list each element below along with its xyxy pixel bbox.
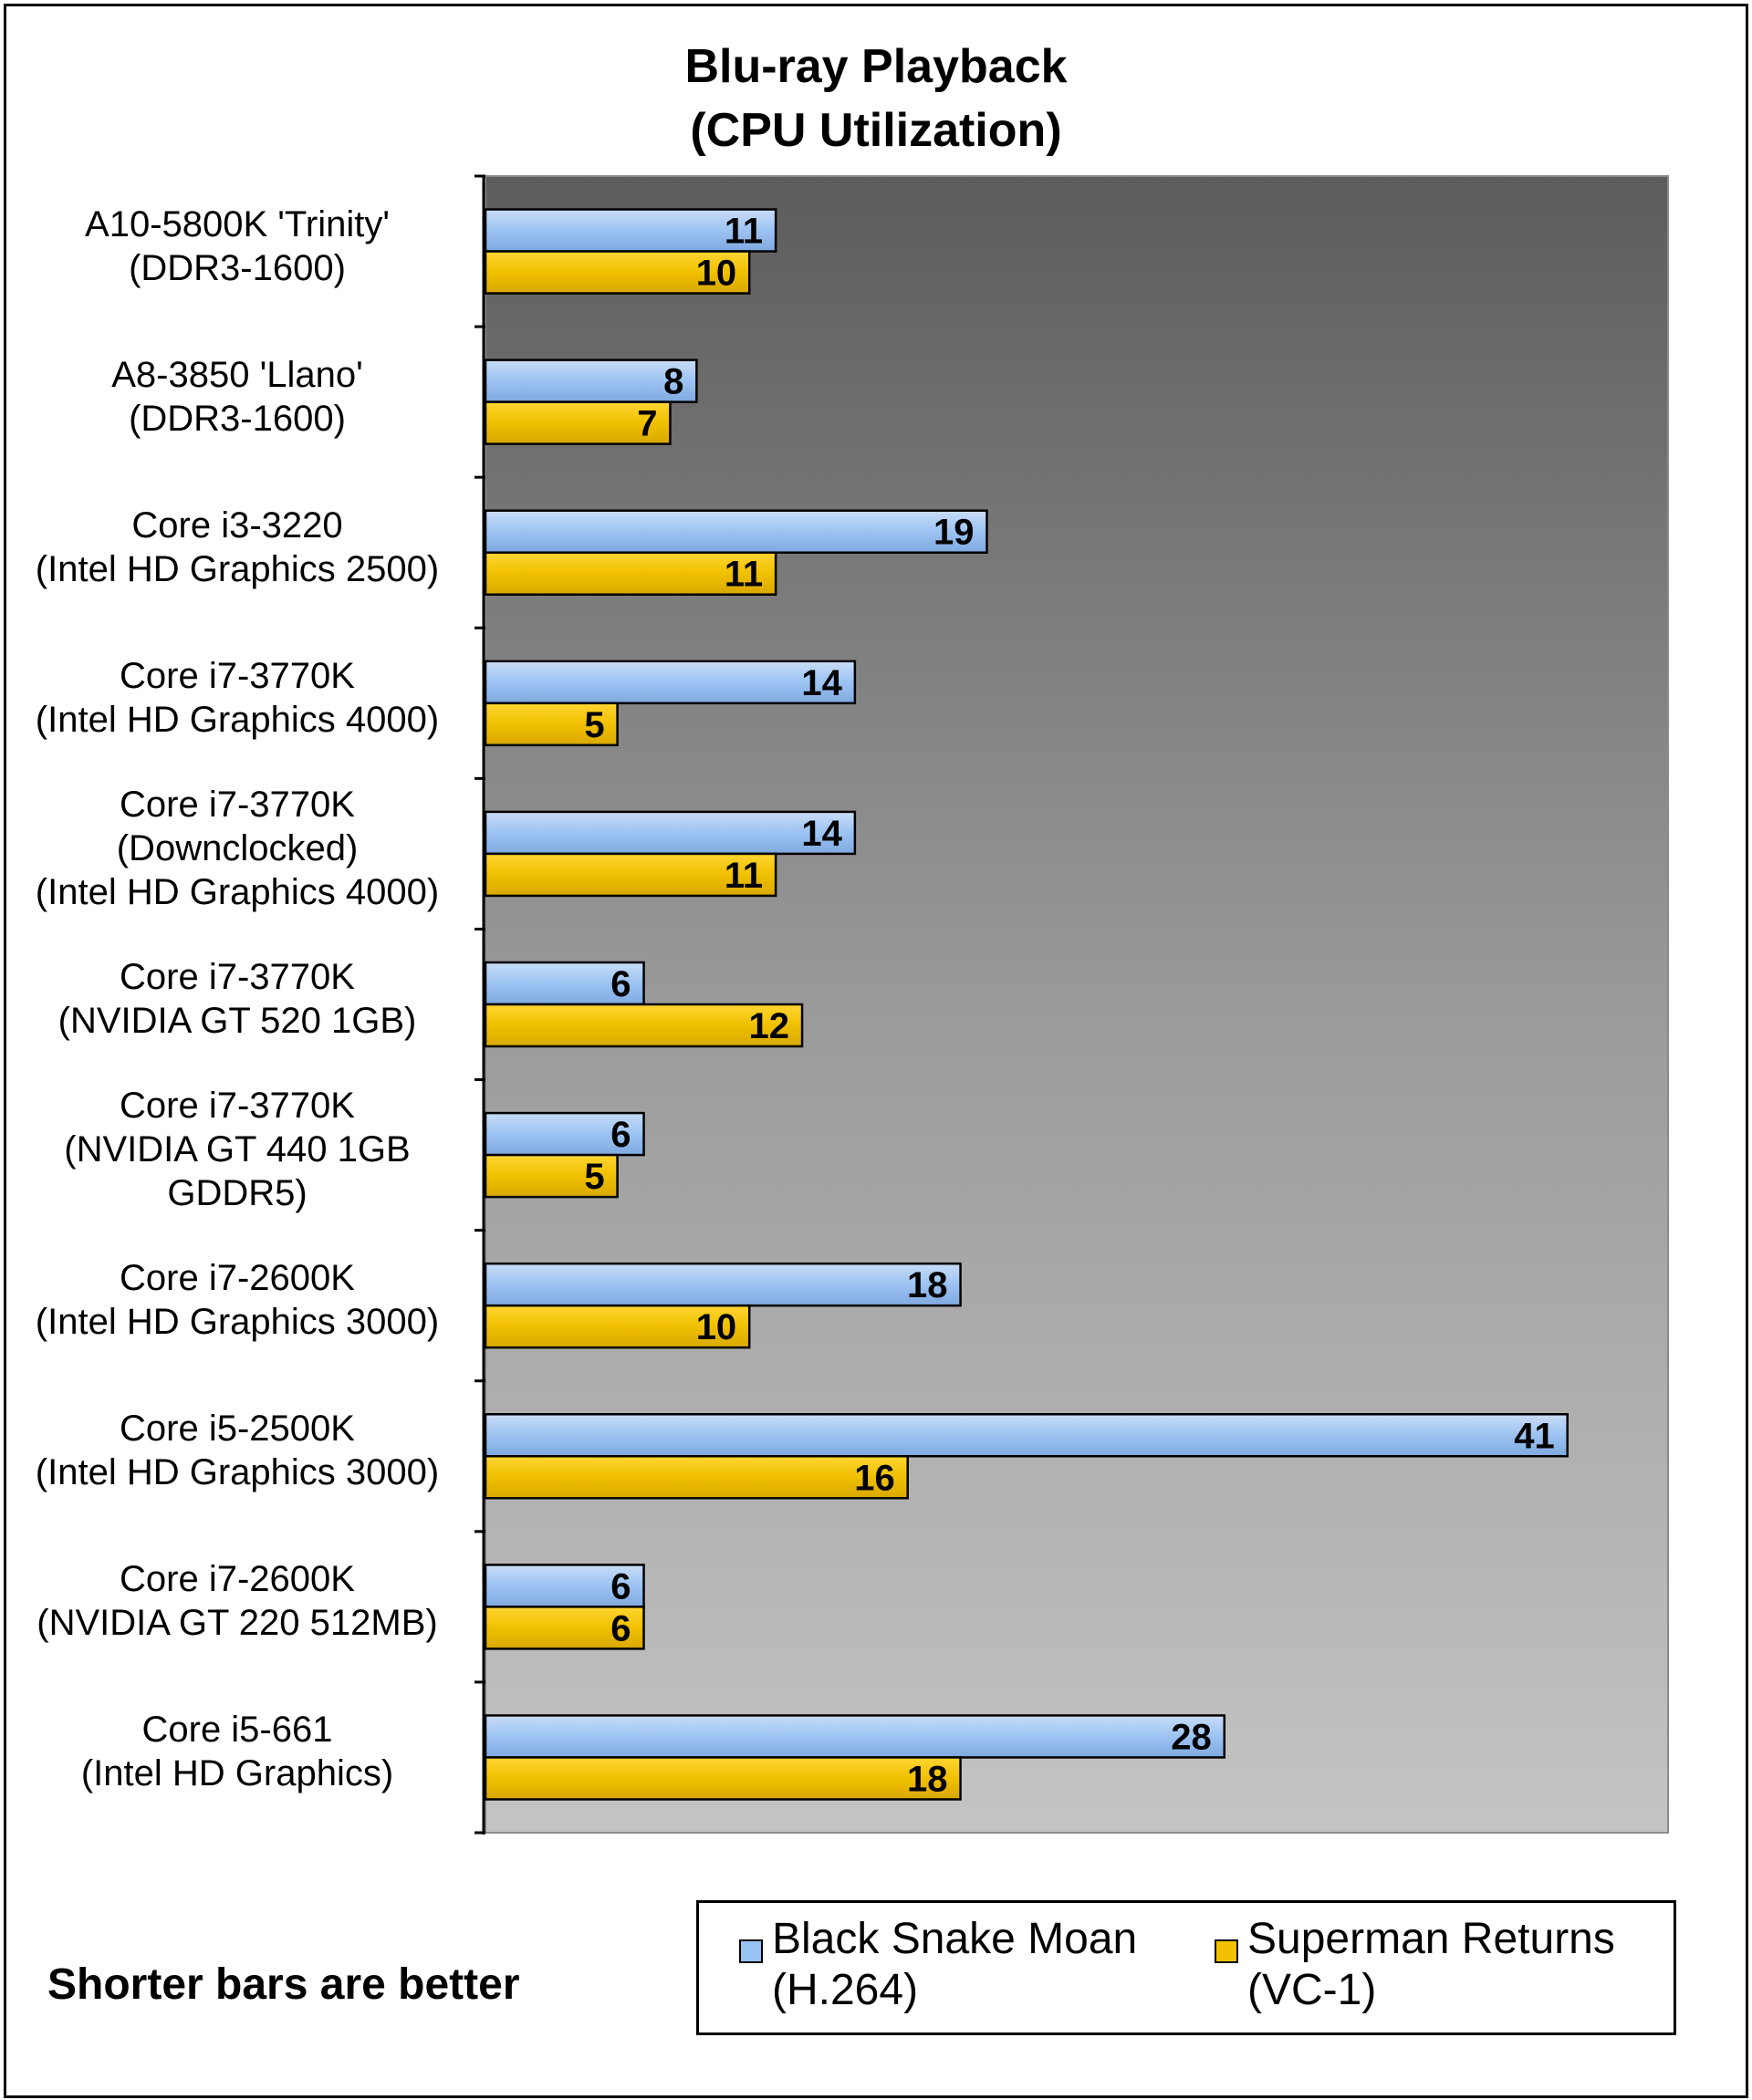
category-label-line: (DDR3-1600)	[129, 247, 346, 288]
bar-superman-returns	[484, 551, 777, 596]
category-label-line: (Intel HD Graphics 4000)	[35, 699, 440, 740]
data-label: 6	[610, 964, 631, 1004]
category-label-line: A8-3850 'Llano'	[111, 354, 363, 395]
category-label-line: Core i5-661	[141, 1710, 333, 1751]
bar-black-snake-moan	[484, 509, 988, 554]
legend-label: Black Snake Moan (H.264)	[772, 1914, 1137, 2016]
bar-black-snake-moan	[484, 660, 857, 705]
legend-label-line-1: Black Snake Moan	[772, 1915, 1138, 1963]
category-label: Core i5-2500K (Intel HD Graphics 3000)	[14, 1407, 461, 1494]
category-label-line: Core i7-2600K	[120, 1559, 355, 1600]
category-label: Core i7-3770K (Intel HD Graphics 4000)	[14, 654, 461, 742]
bar-superman-returns	[484, 1003, 804, 1048]
bar-black-snake-moan	[484, 1111, 645, 1157]
data-label: 6	[610, 1608, 631, 1648]
bar-superman-returns	[484, 1606, 645, 1650]
bar-black-snake-moan	[484, 359, 698, 403]
category-label-line: (Intel HD Graphics 2500)	[35, 548, 440, 589]
category-label-line: Core i7-2600K	[120, 1258, 355, 1299]
data-label: 6	[610, 1566, 631, 1606]
data-label: 28	[1171, 1717, 1212, 1757]
bar-superman-returns	[484, 1756, 962, 1801]
bar-black-snake-moan	[484, 208, 777, 253]
category-label: Core i7-2600K (NVIDIA GT 220 512MB)	[14, 1557, 461, 1645]
category-label-line: (Intel HD Graphics 4000)	[35, 871, 440, 912]
category-label-line: Core i7-3770K	[120, 957, 355, 997]
category-label-line: Core i7-3770K	[120, 655, 355, 696]
data-label: 18	[907, 1265, 948, 1305]
data-label: 8	[663, 362, 683, 402]
category-label-line: (NVIDIA GT 440 1GB	[64, 1129, 411, 1170]
bar-black-snake-moan	[484, 1714, 1226, 1759]
data-label: 12	[749, 1006, 790, 1046]
legend-label-line-2: (VC-1)	[1247, 1966, 1377, 2014]
bar-black-snake-moan	[484, 961, 645, 1006]
category-label-line: Core i3-3220	[131, 504, 343, 546]
bar-superman-returns	[484, 702, 619, 747]
footnote: Shorter bars are better	[47, 1960, 520, 2009]
bar-superman-returns	[484, 400, 672, 445]
data-label: 19	[933, 513, 975, 553]
data-label: 11	[725, 555, 763, 595]
bar-superman-returns	[484, 250, 751, 295]
data-label: 14	[801, 814, 842, 854]
data-label: 18	[907, 1759, 948, 1799]
data-label: 16	[854, 1458, 895, 1498]
data-label: 41	[1514, 1416, 1555, 1456]
data-label: 7	[637, 404, 657, 444]
data-label: 10	[696, 1307, 737, 1347]
legend: Black Snake Moan (H.264) Superman Return…	[696, 1900, 1676, 2035]
bar-black-snake-moan	[484, 810, 857, 856]
category-label: Core i3-3220 (Intel HD Graphics 2500)	[14, 504, 461, 591]
chart-title: Blu-ray Playback (CPU Utilization)	[0, 35, 1752, 162]
data-label: 11	[725, 212, 763, 252]
category-label-line: (Intel HD Graphics 3000)	[35, 1452, 440, 1493]
legend-swatch-blue	[739, 1939, 763, 1963]
category-label: Core i7-3770K (NVIDIA GT 440 1GB GDDR5)	[14, 1084, 461, 1215]
legend-swatch-gold	[1215, 1939, 1238, 1963]
legend-label-line-2: (H.264)	[772, 1966, 919, 2014]
category-label: A10-5800K 'Trinity' (DDR3-1600)	[14, 203, 461, 290]
data-label: 14	[801, 663, 842, 703]
bar-superman-returns	[484, 1455, 909, 1500]
category-label: Core i7-2600K (Intel HD Graphics 3000)	[14, 1256, 461, 1344]
category-label-line: A10-5800K 'Trinity'	[85, 203, 390, 244]
data-label: 11	[725, 856, 763, 896]
legend-label-line-1: Superman Returns	[1247, 1915, 1615, 1963]
category-label-line: (Intel HD Graphics 3000)	[35, 1302, 440, 1343]
category-label-line: Core i5-2500K	[120, 1409, 355, 1450]
bar-superman-returns	[484, 1304, 751, 1349]
chart-title-line-2: (CPU Utilization)	[690, 104, 1062, 157]
category-label: A8-3850 'Llano' (DDR3-1600)	[14, 353, 461, 441]
data-label: 6	[610, 1115, 631, 1155]
bar-black-snake-moan	[484, 1413, 1569, 1458]
legend-label: Superman Returns (VC-1)	[1247, 1914, 1615, 2016]
category-label-line: Core i7-3770K	[120, 1086, 355, 1127]
bar-black-snake-moan	[484, 1564, 645, 1608]
data-label: 5	[584, 1157, 604, 1197]
bar-superman-returns	[484, 852, 777, 898]
bar-superman-returns	[484, 1153, 619, 1199]
category-label-line: (DDR3-1600)	[129, 398, 346, 439]
category-label-line: (Downclocked)	[116, 827, 359, 868]
chart-title-line-1: Blu-ray Playback	[684, 40, 1068, 93]
category-label: Core i5-661 (Intel HD Graphics)	[14, 1708, 461, 1795]
data-label: 10	[696, 254, 737, 294]
category-label-line: Core i7-3770K	[120, 784, 355, 825]
category-label: Core i7-3770K (Downclocked) (Intel HD Grap…	[14, 783, 461, 914]
data-label: 5	[584, 705, 604, 745]
category-label-line: (NVIDIA GT 220 512MB)	[36, 1603, 438, 1644]
bar-black-snake-moan	[484, 1262, 962, 1307]
category-label: Core i7-3770K (NVIDIA GT 520 1GB)	[14, 955, 461, 1043]
category-label-line: (Intel HD Graphics)	[80, 1753, 394, 1794]
category-label-line: GDDR5)	[167, 1173, 308, 1214]
category-label-line: (NVIDIA GT 520 1GB)	[57, 1001, 417, 1041]
